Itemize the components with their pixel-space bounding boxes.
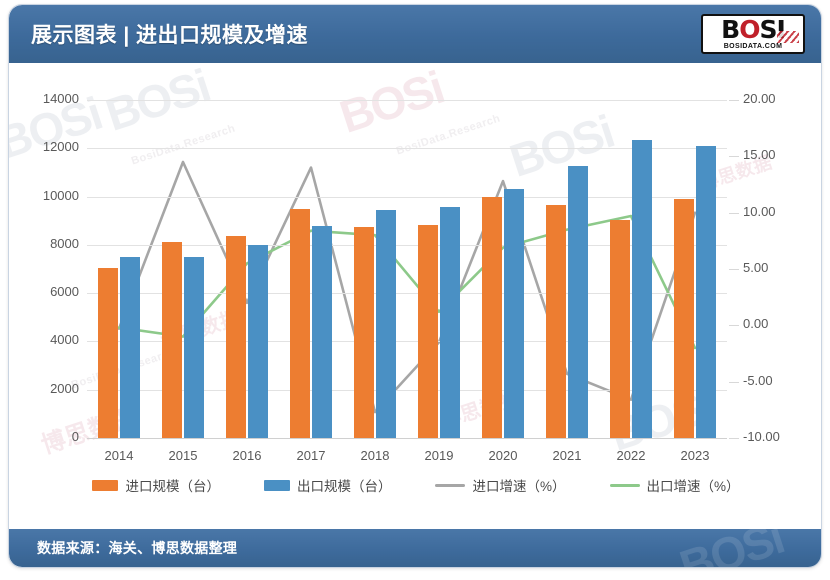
y-axis-right-tickmark <box>729 212 739 214</box>
x-axis-tick: 2021 <box>552 448 582 463</box>
y-axis-left-tick: 0 <box>71 429 79 444</box>
legend-swatch-bar <box>263 479 290 491</box>
chart-card: 展示图表 | 进出口规模及增速 BOSI BOSIDATA.COM BOSi B… <box>8 4 822 568</box>
page-title: 展示图表 | 进出口规模及增速 <box>31 24 309 47</box>
legend-label: 进口规模（台） <box>125 479 220 494</box>
bar-import <box>610 219 630 438</box>
x-axis-tick: 2020 <box>488 448 518 463</box>
y-axis-right-tickmark <box>729 325 739 327</box>
y-axis-left-tick: 8000 <box>50 235 79 251</box>
legend-label: 出口增速（%） <box>646 479 740 494</box>
x-axis-tick: 2014 <box>104 448 134 463</box>
legend-swatch-line <box>435 483 466 487</box>
gridline <box>87 389 727 391</box>
bar-import <box>226 236 246 438</box>
legend-label: 进口增速（%） <box>472 479 566 494</box>
y-axis-right-tickmark <box>729 269 739 270</box>
bosi-logo: BOSI BOSIDATA.COM <box>701 14 805 54</box>
plot-area: 0 2000 4000 6000 8000 10000 12000 14000 -10.00 -5… <box>43 91 780 463</box>
y-axis-left-tick: 14000 <box>42 91 79 106</box>
bar-export <box>376 209 396 438</box>
logo-subtext: BOSIDATA.COM <box>723 42 783 50</box>
legend-swatch-bar <box>92 479 119 491</box>
y-axis-right-tickmark <box>729 381 739 383</box>
bar-export <box>504 189 524 438</box>
y-axis-right-tick: 10.00 <box>743 203 776 219</box>
legend-item[interactable]: 进口增速（%） <box>435 475 566 495</box>
x-axis-tick: 2022 <box>616 448 646 463</box>
y-axis-left-tick: 6000 <box>50 284 79 300</box>
chart-legend: 进口规模（台） 出口规模（台） 进口增速（%） 出口增速（%） <box>9 475 821 495</box>
y-axis-right-tickmark <box>729 438 739 439</box>
y-axis-right-tick: 5.00 <box>743 260 769 275</box>
x-axis-tick: 2015 <box>168 448 198 463</box>
y-axis-right-tickmark <box>729 100 739 101</box>
legend-label: 出口规模（台） <box>296 479 392 494</box>
x-axis-tick: 2023 <box>680 448 710 463</box>
line-export-growth <box>117 214 697 350</box>
bar-import <box>546 205 566 438</box>
x-axis-tick: 2018 <box>360 448 390 463</box>
y-axis-left-tick: 2000 <box>50 380 79 396</box>
bar-import <box>674 199 694 438</box>
bar-import <box>162 242 182 438</box>
x-axis-tick: 2019 <box>424 448 454 463</box>
data-source-text: 数据来源：海关、博思数据整理 <box>37 540 238 556</box>
bar-export <box>696 145 716 438</box>
bar-export <box>632 139 652 438</box>
x-axis-line <box>87 438 727 439</box>
y-axis-right-tickmark <box>729 156 739 158</box>
growth-lines <box>117 160 697 414</box>
y-axis-left-tick: 4000 <box>50 332 79 348</box>
line-import-growth <box>117 160 697 414</box>
bar-export <box>312 225 332 438</box>
bar-import <box>482 196 502 438</box>
bar-export <box>184 257 204 438</box>
y-axis-right-tick: 0.00 <box>743 316 769 332</box>
x-axis-tick: 2017 <box>296 448 326 463</box>
y-axis-right-tick: -10.00 <box>743 429 780 444</box>
bar-export <box>568 166 588 438</box>
gridline <box>87 244 727 246</box>
legend-item[interactable]: 出口规模（台） <box>263 475 392 495</box>
legend-item[interactable]: 出口增速（%） <box>609 475 740 495</box>
bar-export <box>120 256 140 438</box>
logo-wordmark: BOSI <box>721 15 786 45</box>
gridline <box>87 148 727 150</box>
gridline <box>87 100 727 101</box>
chart-area: BOSi BOSi BOSi BOSi BOSi BosiData.Resear… <box>9 59 821 531</box>
bar-import <box>354 226 374 438</box>
x-axis-tick: 2016 <box>232 448 262 463</box>
legend-item[interactable]: 进口规模（台） <box>92 475 220 495</box>
y-axis-left-tick: 12000 <box>42 139 79 155</box>
bar-import <box>98 267 118 438</box>
bar-export <box>440 207 460 438</box>
y-axis-right-tick: -5.00 <box>743 372 773 388</box>
gridline <box>87 293 727 295</box>
bar-export <box>248 244 268 438</box>
header-bar: 展示图表 | 进出口规模及增速 BOSI BOSIDATA.COM <box>9 5 821 63</box>
legend-swatch-line <box>609 483 640 487</box>
gridline <box>87 196 727 198</box>
y-axis-right-tick: 15.00 <box>743 147 776 163</box>
gridline <box>87 341 727 343</box>
footer-bar: 数据来源：海关、博思数据整理 BOSi <box>9 511 821 567</box>
bar-import <box>290 208 310 438</box>
bar-import <box>418 224 438 438</box>
y-axis-right-tick: 20.00 <box>743 91 776 106</box>
y-axis-left-tick: 10000 <box>42 187 79 203</box>
logo-stripe-icon <box>777 31 799 43</box>
